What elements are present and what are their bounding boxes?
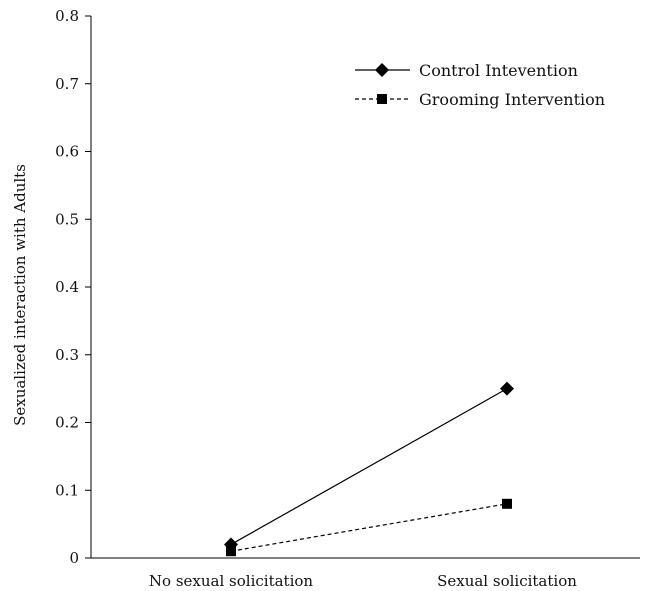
legend-label: Control Intevention [419, 61, 578, 80]
data-point [500, 381, 514, 396]
y-axis-label: Sexualized interaction with Adults [11, 164, 29, 426]
legend-label: Grooming Intervention [419, 90, 605, 109]
y-tick-label: 0.3 [55, 346, 79, 364]
y-tick-label: 0 [69, 549, 79, 567]
series-2 [226, 498, 512, 557]
series-layer [224, 381, 514, 557]
legend-marker [377, 94, 387, 104]
x-tick-label: No sexual solicitation [149, 572, 313, 590]
y-tick-label: 0.6 [55, 143, 79, 161]
x-tick-label: Sexual solicitation [437, 572, 577, 590]
data-point [502, 498, 512, 509]
y-axis: 0 0.1 0.2 0.3 0.4 0.5 0.6 0.7 0.8 [55, 7, 92, 567]
data-point [226, 546, 236, 557]
x-axis: No sexual solicitation Sexual solicitatio… [91, 557, 640, 590]
legend-item-2: Grooming Intervention [355, 90, 605, 109]
y-tick-label: 0.1 [55, 481, 79, 499]
y-tick-label: 0.7 [55, 75, 79, 93]
y-tick-label: 0.2 [55, 414, 79, 432]
legend-item-1: Control Intevention [355, 61, 578, 80]
series-line [230, 388, 508, 545]
y-tick-label: 0.5 [55, 210, 79, 228]
series-1 [224, 381, 514, 552]
y-tick-label: 0.8 [55, 7, 79, 25]
legend-marker [375, 63, 389, 77]
series-line [230, 503, 508, 552]
legend: Control Intevention Grooming Intervention [355, 61, 605, 109]
y-tick-label: 0.4 [55, 278, 79, 296]
